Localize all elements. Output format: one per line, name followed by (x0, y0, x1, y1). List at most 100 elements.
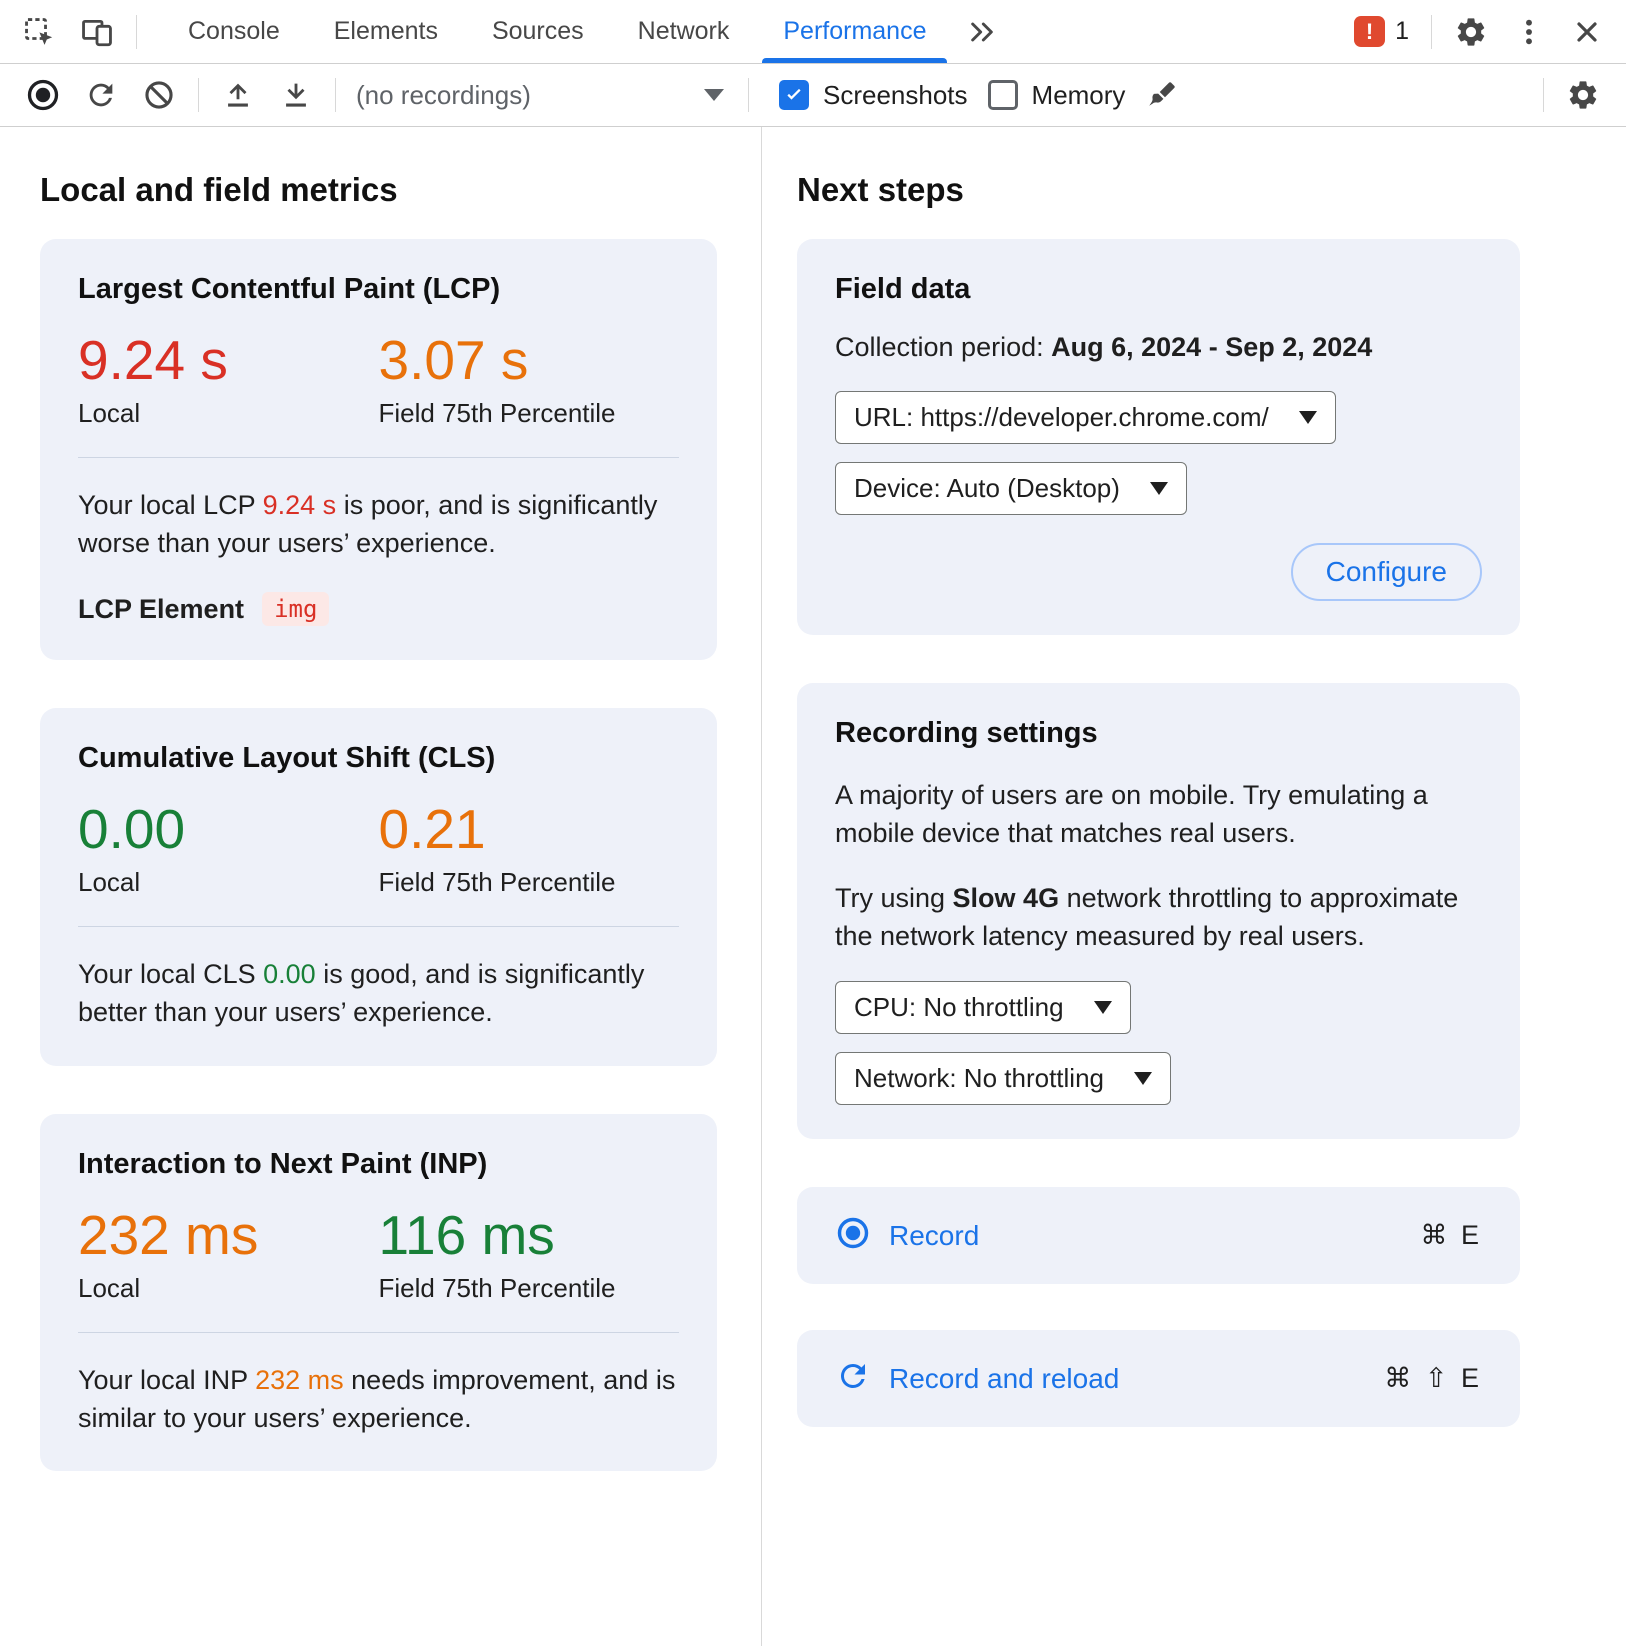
more-tabs-chevron-icon[interactable] (953, 4, 1011, 60)
lcp-desc-suffix: is poor, and is significantly worse than… (78, 489, 658, 559)
collect-garbage-brush-icon[interactable] (1133, 67, 1191, 123)
lcp-local-label: Local (78, 397, 141, 428)
throttling-selects: CPU: No throttling Network: No throttlin… (835, 981, 1482, 1106)
metrics-section-title: Local and field metrics (40, 171, 398, 208)
chevron-down-icon (1133, 1072, 1152, 1086)
tab-network-label: Network (637, 17, 730, 45)
device-toolbar-icon[interactable] (68, 4, 126, 60)
inp-desc-value: 232 ms (255, 1364, 344, 1395)
url-select[interactable]: URL: https://developer.chrome.com/ (835, 391, 1336, 444)
chevron-down-icon (1298, 411, 1317, 424)
cls-card: Cumulative Layout Shift (CLS) 0.00 Local… (40, 708, 717, 1066)
configure-button[interactable]: Configure (1290, 543, 1482, 601)
network-throttling-select[interactable]: Network: No throttling (835, 1052, 1171, 1106)
record-action-label: Record (889, 1219, 980, 1251)
lcp-field-block: 3.07 s Field 75th Percentile (378, 329, 680, 429)
performance-toolbar: (no recordings) Screenshots Memory (0, 64, 1626, 127)
panel-tabs: Console Elements Sources Network Perform… (161, 0, 953, 63)
toolbar-divider (748, 78, 749, 112)
cpu-select-value: CPU: No throttling (854, 992, 1064, 1023)
cls-local-label: Local (78, 867, 141, 898)
tab-network[interactable]: Network (611, 0, 757, 63)
p2-prefix: Try using (835, 882, 953, 913)
inp-desc-prefix: Your local INP (78, 1364, 256, 1395)
cls-field-value: 0.21 (378, 798, 486, 861)
cls-local-block: 0.00 Local (78, 801, 379, 898)
inp-values: 232 ms Local 116 ms Field 75th Percentil… (78, 1203, 679, 1304)
record-action-card[interactable]: Record ⌘ E (797, 1187, 1520, 1285)
cls-field-label: Field 75th Percentile (378, 867, 616, 898)
lcp-desc-prefix: Your local LCP (78, 489, 263, 520)
local-field-metrics-column: Local and field metrics Largest Contentf… (0, 127, 762, 1646)
field-data-title: Field data (835, 273, 971, 305)
tab-elements[interactable]: Elements (307, 0, 465, 63)
record-reload-shortcut: ⌘ ⇧ E (1384, 1363, 1482, 1394)
recording-settings-p2: Try using Slow 4G network throttling to … (835, 879, 1482, 956)
tab-sources[interactable]: Sources (465, 0, 611, 63)
inp-local-block: 232 ms Local (78, 1203, 379, 1304)
tab-performance-label: Performance (783, 17, 927, 45)
network-select-row: Network: No throttling (835, 1052, 1482, 1106)
cls-local-value: 0.00 (78, 798, 186, 861)
lcp-element-link[interactable]: img (262, 592, 330, 627)
devtools-tab-bar: Console Elements Sources Network Perform… (0, 0, 1626, 64)
chevron-down-icon (704, 89, 724, 101)
collection-period-value: Aug 6, 2024 - Sep 2, 2024 (1051, 332, 1373, 362)
tab-sources-label: Sources (491, 17, 584, 45)
issues-counter[interactable]: ! 1 (1342, 16, 1421, 47)
cls-desc-prefix: Your local CLS (78, 959, 264, 990)
tab-performance[interactable]: Performance (756, 0, 953, 63)
inp-local-value: 232 ms (78, 1203, 259, 1266)
recording-settings-card: Recording settings A majority of users a… (797, 683, 1520, 1140)
recording-settings-p1: A majority of users are on mobile. Try e… (835, 780, 1428, 849)
issue-warning-icon: ! (1354, 16, 1386, 47)
lcp-field-label: Field 75th Percentile (378, 397, 616, 428)
p2-suffix: network throttling to approximate the ne… (835, 882, 1459, 951)
device-select-row: Device: Auto (Desktop) (835, 462, 1482, 515)
upload-profile-icon[interactable] (209, 67, 267, 123)
record-icon[interactable] (14, 67, 72, 123)
settings-gear-icon[interactable] (1442, 4, 1500, 60)
p2-slow4g: Slow 4G (952, 882, 1060, 913)
field-data-card: Field data Collection period: Aug 6, 202… (797, 239, 1520, 635)
screenshots-label: Screenshots (823, 79, 968, 110)
lcp-description: Your local LCP 9.24 s is poor, and is si… (78, 486, 679, 563)
record-shortcut: ⌘ E (1420, 1220, 1482, 1251)
inp-desc-suffix: needs improvement, and is similar to you… (78, 1364, 676, 1433)
lcp-desc-value: 9.24 s (262, 489, 337, 520)
chevron-down-icon (1149, 482, 1168, 495)
download-profile-icon[interactable] (267, 67, 325, 123)
lcp-local-block: 9.24 s Local (78, 331, 379, 429)
screenshots-checkbox[interactable] (779, 80, 809, 110)
lcp-field-value: 3.07 s (378, 329, 529, 391)
close-devtools-icon[interactable] (1558, 4, 1616, 60)
inspect-element-icon[interactable] (10, 4, 68, 60)
tab-console[interactable]: Console (161, 0, 307, 63)
recording-settings-title: Recording settings (835, 717, 1098, 749)
chevron-down-icon (1093, 1001, 1112, 1015)
record-circle-icon (835, 1215, 871, 1256)
cpu-throttling-select[interactable]: CPU: No throttling (835, 981, 1131, 1035)
record-reload-action-card[interactable]: Record and reload ⌘ ⇧ E (797, 1330, 1520, 1428)
inp-description: Your local INP 232 ms needs improvement,… (78, 1361, 679, 1438)
screenshots-checkbox-group[interactable]: Screenshots (779, 80, 968, 111)
url-select-row: URL: https://developer.chrome.com/ (835, 391, 1482, 444)
device-select[interactable]: Device: Auto (Desktop) (835, 462, 1187, 515)
tab-elements-label: Elements (333, 17, 438, 45)
capture-settings-gear-icon[interactable] (1554, 67, 1612, 123)
memory-checkbox-group[interactable]: Memory (987, 80, 1125, 111)
recordings-select[interactable]: (no recordings) (346, 80, 738, 111)
toolbar-divider (136, 14, 137, 49)
clear-icon[interactable] (130, 67, 188, 123)
record-and-reload-icon[interactable] (72, 67, 130, 123)
more-options-icon[interactable] (1500, 4, 1558, 60)
cls-card-title: Cumulative Layout Shift (CLS) (78, 742, 496, 775)
memory-checkbox[interactable] (987, 80, 1018, 110)
cls-desc-value: 0.00 (263, 959, 316, 990)
lcp-values: 9.24 s Local 3.07 s Field 75th Percentil… (78, 329, 680, 429)
tab-console-label: Console (188, 17, 280, 45)
lcp-element-row: LCP Element img (78, 592, 679, 627)
inp-card: Interaction to Next Paint (INP) 232 ms L… (40, 1113, 717, 1472)
recordings-select-value: (no recordings) (356, 79, 531, 110)
collection-period-label: Collection period: (835, 332, 1052, 362)
